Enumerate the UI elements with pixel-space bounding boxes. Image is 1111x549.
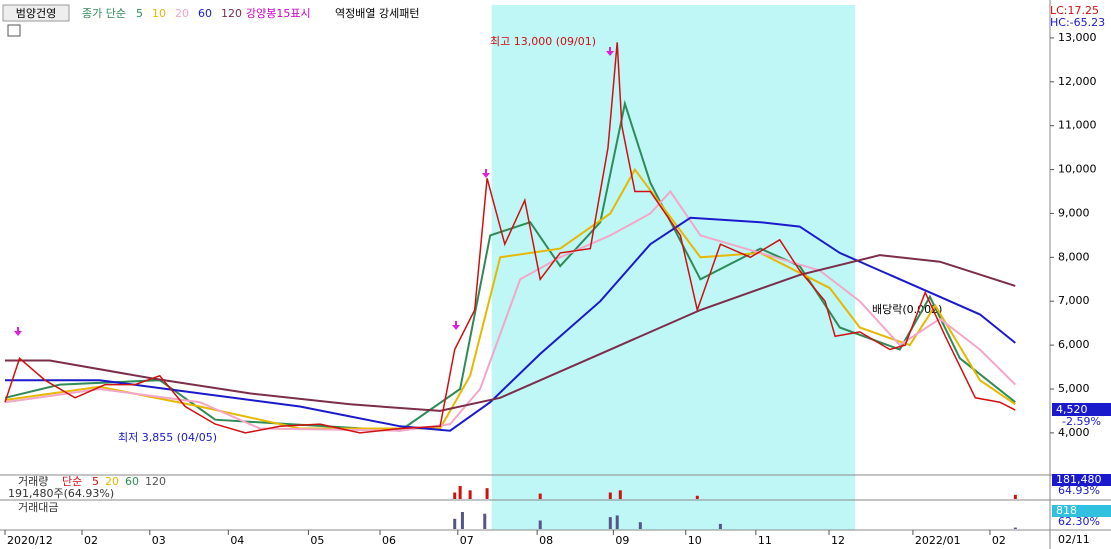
legend-entry: 20	[175, 7, 189, 20]
y-tick-label: 7,000	[1058, 294, 1090, 307]
bar	[453, 518, 457, 529]
x-tick-label: 09	[615, 534, 629, 547]
x-tick-label: 2022/01	[915, 534, 961, 547]
volume-legend-prefix: 단순	[62, 475, 82, 488]
bar	[468, 490, 472, 499]
legend-prefix: 종가 단순	[82, 7, 126, 20]
bar	[615, 515, 619, 529]
bar	[483, 513, 487, 529]
y-tick-label: 11,000	[1058, 119, 1097, 132]
y-tick-label: 10,000	[1058, 163, 1097, 176]
bar	[485, 488, 489, 499]
stock-name: 범양건영	[16, 7, 56, 20]
turnover-box	[1052, 505, 1111, 517]
bar	[695, 495, 699, 499]
x-tick-label: 12	[831, 534, 845, 547]
volume-box	[1052, 474, 1111, 486]
volume-legend-entry: 120	[145, 475, 166, 488]
y-tick-label: 13,000	[1058, 31, 1097, 44]
bar	[538, 493, 542, 499]
line	[4, 167, 1016, 430]
x-tick-label: 03	[152, 534, 166, 547]
bar	[458, 486, 462, 499]
x-tick-label: 04	[230, 534, 244, 547]
grid-icon[interactable]	[7, 24, 21, 37]
bar	[1013, 494, 1017, 499]
volume-last: 181,480	[1056, 473, 1102, 486]
y-tick-label: 8,000	[1058, 250, 1090, 263]
pattern-label: 역정배열 강세패턴	[335, 7, 419, 20]
volume-title: 거래량	[18, 475, 48, 488]
y-tick-label: 4,000	[1058, 426, 1090, 439]
y-tick-label: 6,000	[1058, 338, 1090, 351]
bar	[538, 520, 542, 529]
volume-info: 191,480주(64.93%)	[8, 487, 114, 500]
high-annotation: 최고 13,000 (09/01)	[490, 35, 596, 48]
stock-button[interactable]	[2, 4, 70, 22]
bar	[453, 492, 457, 499]
x-tick-label: 2020/12	[7, 534, 53, 547]
y-tick-label: 5,000	[1058, 382, 1090, 395]
x-tick-label: 05	[310, 534, 324, 547]
bar	[460, 512, 464, 529]
x-tick-label: 02	[84, 534, 98, 547]
volume-legend-entry: 60	[125, 475, 139, 488]
x-tick-label: 08	[539, 534, 553, 547]
turnover-title: 거래대금	[18, 501, 58, 514]
line	[4, 189, 1017, 432]
volume-last-pct: 64.93%	[1058, 484, 1100, 497]
bar	[608, 517, 612, 529]
bar	[1013, 527, 1017, 529]
x-tick-label: 11	[758, 534, 772, 547]
volume-legend-entry: 20	[105, 475, 119, 488]
end-date: 02/11	[1058, 533, 1090, 546]
legend-entry: 120	[221, 7, 242, 20]
x-tick-label: 02	[992, 534, 1006, 547]
line	[5, 216, 1016, 432]
bar	[718, 523, 722, 529]
last-price: 4,520	[1056, 403, 1088, 416]
last-change: -2.59%	[1062, 415, 1101, 428]
bar	[608, 492, 612, 499]
legend-entry: 10	[152, 7, 166, 20]
y-tick-label: 12,000	[1058, 75, 1097, 88]
signal-label: 강양봉15표시	[246, 7, 311, 20]
bar	[638, 522, 642, 529]
legend-entry: 5	[136, 7, 143, 20]
x-tick-label: 06	[382, 534, 396, 547]
line	[5, 254, 1016, 412]
turnover-last-pct: 62.30%	[1058, 515, 1100, 528]
line	[4, 42, 1016, 434]
x-tick-label: 07	[460, 534, 474, 547]
last-price-box	[1052, 403, 1111, 416]
low-annotation: 최저 3,855 (04/05)	[118, 431, 217, 444]
y-tick-label: 9,000	[1058, 206, 1090, 219]
x-tick-label: 10	[688, 534, 702, 547]
hc-label: HC:-65.23	[1050, 16, 1105, 29]
volume-legend-entry: 5	[92, 475, 99, 488]
turnover-last: 818	[1056, 504, 1077, 517]
highlight-region	[491, 5, 856, 530]
lc-label: LC:17.25	[1050, 4, 1099, 17]
legend-entry: 60	[198, 7, 212, 20]
bar	[618, 490, 622, 499]
